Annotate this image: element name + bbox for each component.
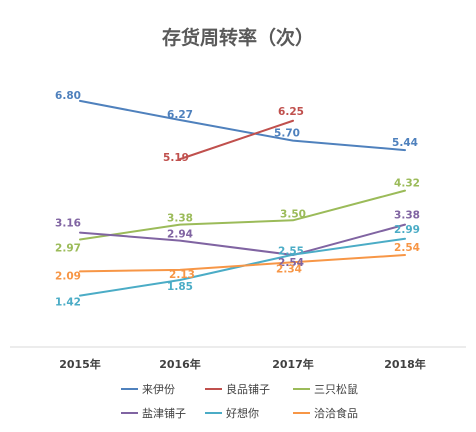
data-label: 6.25 (278, 106, 304, 118)
x-tick-label: 2016年 (159, 357, 201, 371)
data-label: 1.42 (55, 297, 81, 309)
data-label: 5.70 (274, 128, 300, 140)
data-label: 2.09 (55, 270, 81, 282)
data-label: 6.80 (55, 90, 81, 102)
chart-title: 存货周转率（次） (162, 26, 314, 49)
data-label: 1.85 (167, 281, 193, 293)
legend-label: 来伊份 (142, 383, 175, 396)
legend-item: 三只松鼠 (293, 382, 358, 396)
series-line-2 (79, 189, 406, 241)
data-label: 3.16 (55, 218, 81, 230)
legend-item: 良品铺子 (205, 382, 270, 396)
legend-item: 盐津铺子 (121, 407, 186, 420)
data-label: 2.54 (394, 242, 420, 254)
data-label: 3.38 (394, 210, 420, 222)
data-label: 2.13 (169, 269, 195, 281)
legend-label: 良品铺子 (226, 382, 270, 396)
data-label: 6.27 (167, 109, 193, 121)
data-label: 5.19 (163, 152, 189, 164)
series-layer (79, 99, 406, 297)
legend-item: 好想你 (205, 406, 259, 420)
series-line-5 (79, 254, 406, 273)
data-label: 2.99 (394, 224, 420, 236)
data-label: 2.54 (278, 257, 304, 269)
legend-item: 来伊份 (121, 383, 175, 396)
data-label: 5.44 (392, 137, 418, 149)
legend-label: 洽洽食品 (314, 406, 358, 420)
x-tick-label: 2018年 (384, 357, 426, 371)
data-label: 2.34 (276, 263, 302, 275)
series-line-4 (79, 237, 406, 297)
x-tick-label: 2017年 (272, 357, 314, 371)
data-label: 2.94 (167, 229, 193, 241)
data-label: 3.38 (167, 213, 193, 225)
data-label: 3.50 (280, 208, 306, 220)
data-label: 2.55 (278, 246, 304, 258)
label-layer: 6.80 6.27 5.70 5.44 5.19 6.25 2.97 3.38 3.50 4.32… (55, 90, 420, 309)
series-line-3 (79, 223, 406, 257)
x-tick-label: 2015年 (59, 357, 101, 371)
legend-item: 洽洽食品 (293, 406, 358, 420)
series-line-1 (179, 119, 294, 161)
data-label: 4.32 (394, 178, 420, 190)
legend-label: 三只松鼠 (314, 382, 358, 396)
x-tick-labels: 2015年 2016年 2017年 2018年 (59, 357, 426, 371)
series-line-0 (79, 99, 406, 152)
data-label: 2.97 (55, 242, 81, 254)
legend-label: 好想你 (226, 406, 259, 420)
legend-label: 盐津铺子 (142, 407, 186, 420)
